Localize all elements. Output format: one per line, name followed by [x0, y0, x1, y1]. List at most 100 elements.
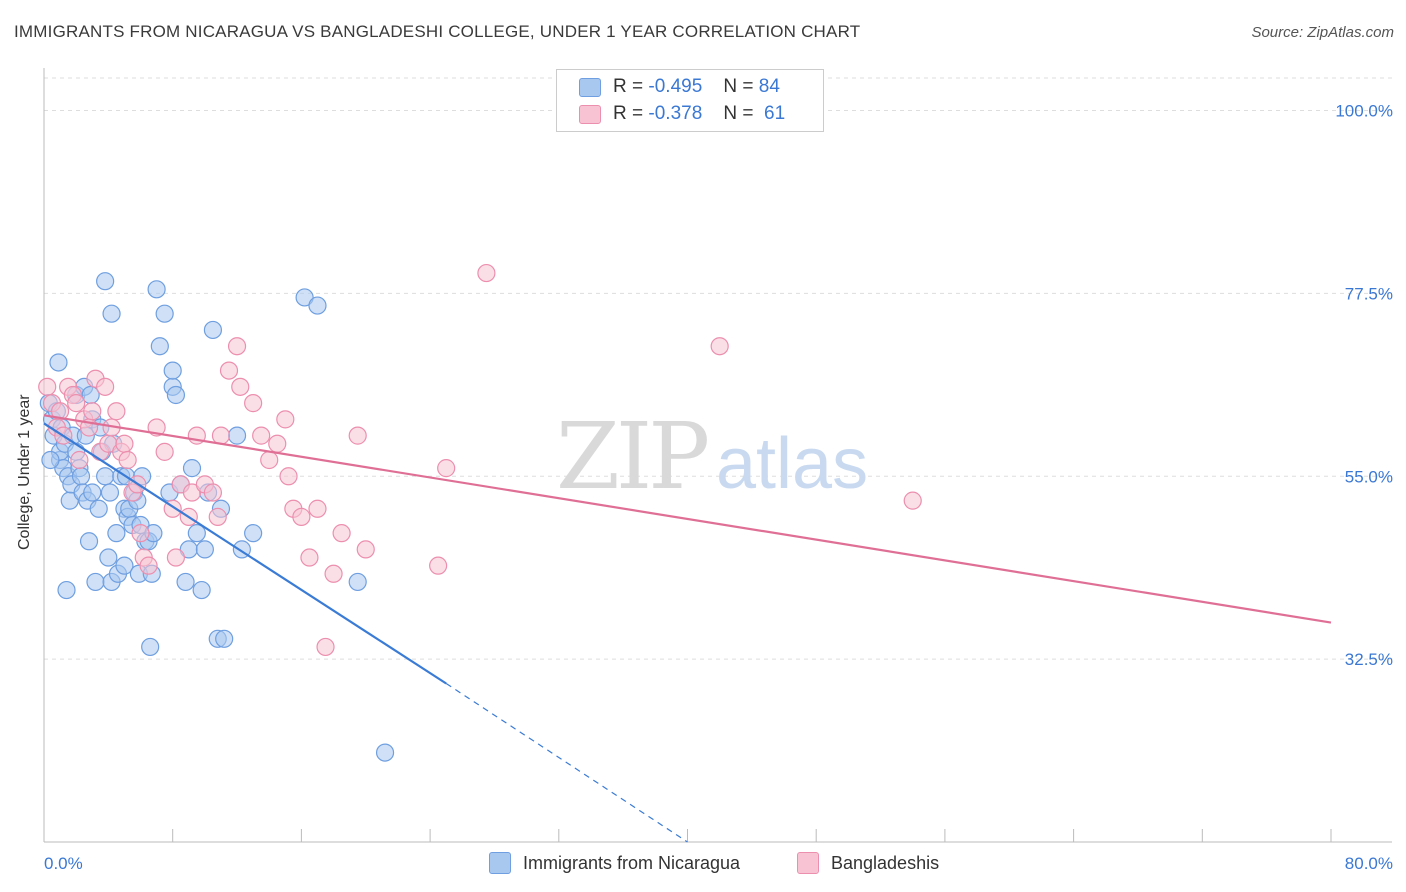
bangladeshi-point [308, 499, 327, 518]
bangladeshi-point [348, 426, 367, 445]
bangladeshi-point [292, 507, 311, 526]
stats-legend: R = -0.495 N = 84 R = -0.378 N = 61 [556, 69, 824, 132]
bangladeshi-point [211, 426, 231, 445]
bangladeshi-point [38, 377, 57, 396]
nicaragua-point [215, 629, 234, 648]
bangladeshi-point [96, 377, 115, 396]
nicaragua-legend-swatch [489, 852, 511, 874]
legend-label-nicaragua: Immigrants from Nicaragua [523, 852, 741, 873]
nicaragua-point [176, 572, 195, 592]
bangladeshi-point [227, 337, 247, 356]
nicaragua-point [115, 556, 134, 575]
bangladeshi-point [155, 442, 174, 461]
n-label: N = [723, 103, 754, 124]
n-label: N = [723, 76, 754, 97]
nicaragua-point [147, 280, 166, 299]
bangladeshi-point [244, 394, 263, 413]
nicaragua-point [195, 540, 214, 559]
data-points [38, 263, 922, 762]
legend-item-nicaragua[interactable]: Immigrants from Nicaragua [489, 852, 740, 874]
bangladeshi-point [276, 410, 295, 429]
bangladeshi-point [437, 459, 456, 478]
bangladeshi-point [332, 524, 351, 543]
nicaragua-point [308, 296, 327, 315]
stats-legend-row-bangladeshi: R = -0.378 N = 61 [579, 102, 785, 126]
nicaragua-point [348, 572, 367, 592]
bangladeshi-point [429, 556, 448, 575]
nicaragua-point [86, 572, 105, 592]
bangladeshi-point [268, 434, 287, 453]
nicaragua-point [150, 337, 169, 356]
bangladeshi-point [231, 377, 250, 396]
bangladeshi-point [903, 491, 922, 510]
bangladeshi-point [208, 507, 227, 526]
n-value: 61 [758, 103, 786, 124]
chart-title: IMMIGRANTS FROM NICARAGUA VS BANGLADESHI… [14, 22, 861, 41]
nicaragua-point [227, 426, 247, 445]
nicaragua-point [57, 580, 76, 600]
nicaragua-point [71, 467, 91, 486]
nicaragua-point [166, 385, 186, 405]
bangladeshi-swatch [579, 104, 601, 124]
bangladeshi-point [324, 564, 343, 583]
nicaragua-point [89, 499, 108, 518]
y-tick-label: 55.0% [1345, 467, 1393, 486]
bangladeshi-legend-swatch [797, 852, 819, 874]
r-value: -0.378 [648, 103, 703, 124]
nicaragua-point [182, 459, 202, 478]
watermark: ZIP atlas [556, 403, 868, 510]
bangladeshi-point [118, 450, 137, 470]
bangladeshi-point [182, 483, 202, 502]
nicaragua-point [203, 320, 223, 340]
bangladeshi-point [131, 524, 150, 543]
y-tick-label: 32.5% [1345, 650, 1393, 669]
legend-label-bangladeshis: Bangladeshis [831, 852, 940, 873]
nicaragua-trend-line [43, 422, 447, 685]
nicaragua-point [163, 361, 182, 380]
grid-lines [44, 77, 1392, 660]
bangladeshi-point [252, 426, 271, 445]
nicaragua-point [41, 450, 60, 470]
bangladeshi-point [477, 263, 496, 283]
nicaragua-point [83, 483, 102, 502]
nicaragua-point [141, 637, 160, 657]
r-label: R = [613, 76, 644, 97]
bangladeshi-point [316, 637, 335, 657]
nicaragua-point [244, 524, 263, 543]
bangladeshi-point [115, 434, 134, 453]
bangladeshi-point [203, 483, 223, 502]
bangladeshi-point [356, 540, 375, 559]
watermark-atlas: atlas [716, 424, 868, 504]
bangladeshi-point [67, 394, 86, 413]
legend-item-bangladeshis[interactable]: Bangladeshis [797, 852, 939, 874]
nicaragua-point [102, 304, 121, 323]
source-label: Source: ZipAtlas.com [1251, 24, 1394, 41]
bangladeshi-point [70, 450, 89, 470]
bangladeshi-point [279, 467, 298, 486]
nicaragua-trend-line-extension [445, 683, 688, 843]
tick-labels: 32.5% 55.0% 77.5% 100.0% 0.0% 80.0% [44, 102, 1393, 873]
watermark-zip: ZIP [556, 403, 707, 510]
nicaragua-point [375, 743, 395, 762]
nicaragua-point [99, 548, 118, 567]
nicaragua-point [192, 580, 211, 600]
nicaragua-point [100, 483, 120, 502]
nicaragua-point [96, 467, 115, 486]
bangladeshi-point [166, 548, 186, 567]
bangladeshi-point [219, 361, 239, 380]
nicaragua-point [96, 272, 115, 291]
r-value: -0.495 [648, 76, 703, 97]
bangladeshi-point [710, 337, 729, 356]
bangladeshi-point [107, 402, 126, 421]
bangladeshi-point [300, 548, 319, 567]
nicaragua-point [49, 353, 68, 372]
bangladeshi-point [139, 556, 158, 575]
y-tick-label: 77.5% [1345, 284, 1393, 303]
r-label: R = [613, 103, 644, 124]
bangladeshi-trend-line [43, 414, 1332, 624]
stats-legend-row-nicaragua: R = -0.495 N = 84 [579, 75, 780, 99]
nicaragua-point [155, 304, 174, 323]
bangladeshi-point [50, 402, 70, 421]
nicaragua-point [79, 532, 99, 551]
